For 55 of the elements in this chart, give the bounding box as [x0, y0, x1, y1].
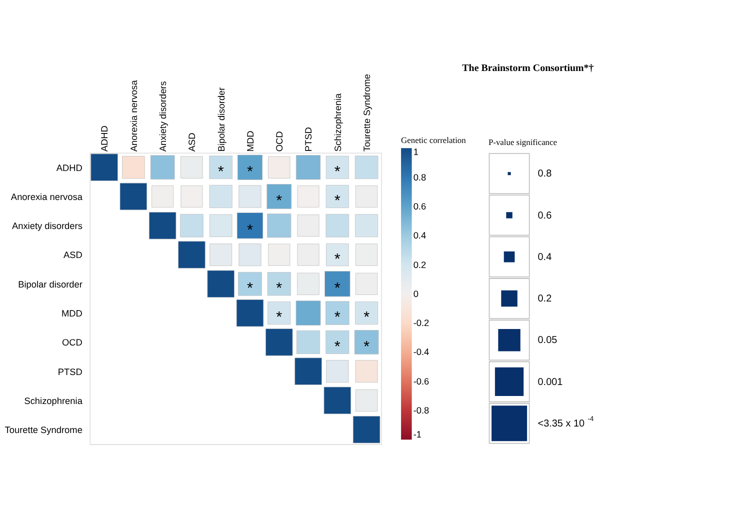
data-label: *	[334, 280, 340, 298]
y-tick-label: ASD	[64, 250, 83, 260]
y-tick-label: Schizophrenia	[24, 396, 84, 406]
y-tick-label: PTSD	[58, 366, 83, 377]
y-tick-label: Anorexia nervosa	[10, 192, 84, 202]
data-label: *	[247, 222, 254, 239]
color-bar-label: -0.6	[413, 376, 430, 386]
data-label: *	[218, 164, 224, 181]
text: 0.8	[538, 168, 552, 180]
y-tick-label: Tourette Syndrome	[4, 425, 82, 436]
data-label: *	[334, 309, 340, 326]
data-label: *	[247, 164, 254, 181]
x-tick-label: Bipolar disorder	[216, 87, 226, 152]
data-label: *	[334, 250, 340, 268]
data-label: *	[334, 192, 340, 210]
text: 0.05	[538, 335, 558, 346]
color-bar-label: 0.6	[413, 202, 426, 212]
data-label: *	[276, 280, 282, 298]
x-tick-label: ADHD	[100, 125, 110, 152]
x-tick-label: PTSD	[304, 126, 314, 152]
color-bar-label: 0.8	[413, 172, 426, 182]
text: 0.6	[538, 210, 552, 222]
text: 0.4	[538, 252, 552, 263]
y-tick-label: Bipolar disorder	[18, 279, 82, 290]
color-bar-label: -0.8	[413, 406, 430, 416]
data-label: *	[276, 309, 282, 326]
y-tick-label: ADHD	[56, 162, 83, 173]
color-bar-label: 0.2	[413, 260, 426, 270]
color-bar-label: -0.4	[413, 347, 430, 358]
text: 0.2	[538, 294, 552, 305]
y-tick-label: MDD	[62, 308, 83, 318]
x-tick-label: Anorexia nervosa	[128, 79, 139, 152]
color-bar-label: 0.4	[413, 230, 426, 241]
data-label: *	[276, 192, 282, 210]
x-tick-label: MDD	[245, 130, 256, 152]
x-tick-label: OCD	[274, 130, 285, 152]
color-bar-label: 0	[413, 288, 418, 299]
text: P-value significance	[488, 137, 558, 148]
x-tick-label: Schizophrenia	[332, 92, 343, 152]
y-tick-label: Anxiety disorders	[12, 221, 83, 232]
data-label: *	[364, 338, 370, 356]
y-tick-label: OCD	[62, 338, 83, 348]
data-label: *	[364, 309, 370, 326]
color-bar-label: -1	[413, 429, 422, 440]
x-tick-label: Anxiety disorders	[158, 80, 168, 152]
data-label: *	[334, 338, 340, 356]
color-bar-label: -0.2	[413, 318, 430, 328]
x-tick-label: ASD	[187, 132, 198, 152]
data-label: *	[247, 280, 254, 298]
x-tick-label: Tourette Syndrome	[362, 74, 372, 152]
text: The Brainstorm Consortium*†	[462, 63, 594, 74]
data-label: *	[334, 164, 340, 181]
text: 0.001	[538, 376, 564, 388]
color-bar-title: Genetic correlation	[401, 134, 467, 145]
color-bar-label: 1	[413, 147, 418, 158]
